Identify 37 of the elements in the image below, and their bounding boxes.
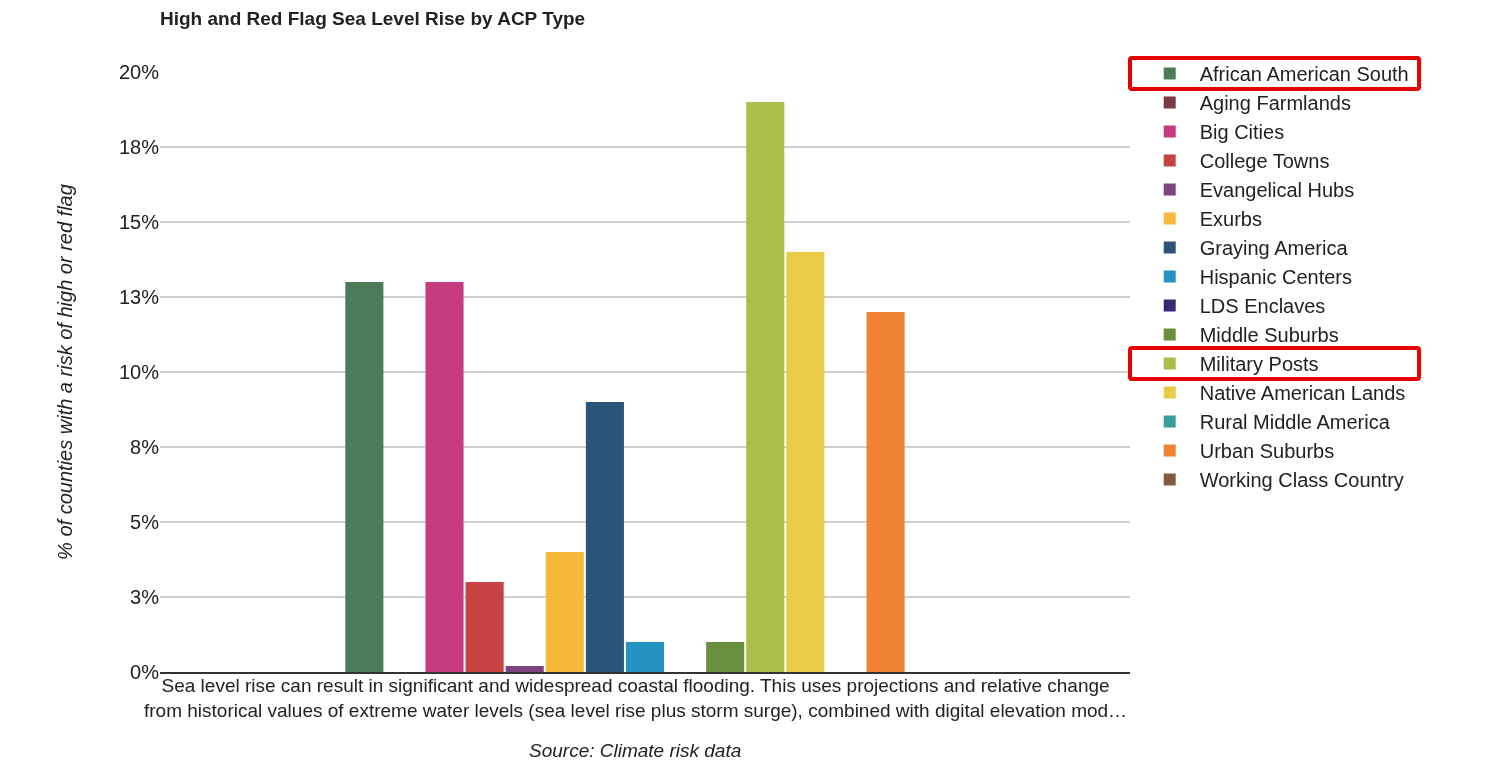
bar: [746, 102, 785, 672]
legend-label: Graying America: [1199, 237, 1349, 260]
legend-label: Rural Middle America: [1199, 411, 1391, 434]
source-note: Source: Climate risk data: [529, 740, 742, 761]
bar: [545, 552, 584, 672]
bar: [706, 642, 745, 672]
legend-label: LDS Enclaves: [1199, 295, 1326, 318]
legend-label: Exurbs: [1199, 208, 1262, 231]
y-tick-label: 8%: [130, 436, 160, 458]
legend-label: Military Posts: [1199, 353, 1319, 376]
bar: [505, 666, 544, 672]
legend-label: Urban Suburbs: [1199, 440, 1335, 463]
bar: [585, 402, 624, 672]
chart-title: High and Red Flag Sea Level Rise by ACP Type: [160, 7, 586, 29]
bar: [786, 252, 825, 672]
legend-label: Hispanic Centers: [1199, 266, 1352, 289]
y-tick-label: 13%: [118, 286, 160, 308]
y-tick-label: 18%: [118, 136, 160, 158]
legend-label: Aging Farmlands: [1199, 92, 1351, 115]
legend-label: Evangelical Hubs: [1199, 179, 1355, 202]
bar: [866, 312, 905, 672]
legend-label: Working Class Country: [1199, 469, 1404, 492]
legend-label: Big Cities: [1199, 121, 1285, 144]
y-tick-label: 10%: [118, 361, 160, 383]
bar: [345, 282, 384, 672]
y-tick-label: 3%: [130, 586, 160, 608]
legend-label: Middle Suburbs: [1199, 324, 1339, 347]
legend-label: Native American Lands: [1199, 382, 1406, 405]
bar: [625, 642, 665, 672]
y-axis-title: % of counties with a risk of high or red flag: [54, 184, 77, 560]
y-tick-label: 20%: [118, 61, 160, 83]
y-tick-label: 5%: [130, 511, 160, 533]
legend-label: African American South: [1199, 63, 1409, 86]
bar: [465, 582, 504, 672]
legend-label: College Towns: [1199, 150, 1330, 173]
bar: [425, 282, 464, 672]
y-tick-label: 15%: [118, 211, 160, 233]
